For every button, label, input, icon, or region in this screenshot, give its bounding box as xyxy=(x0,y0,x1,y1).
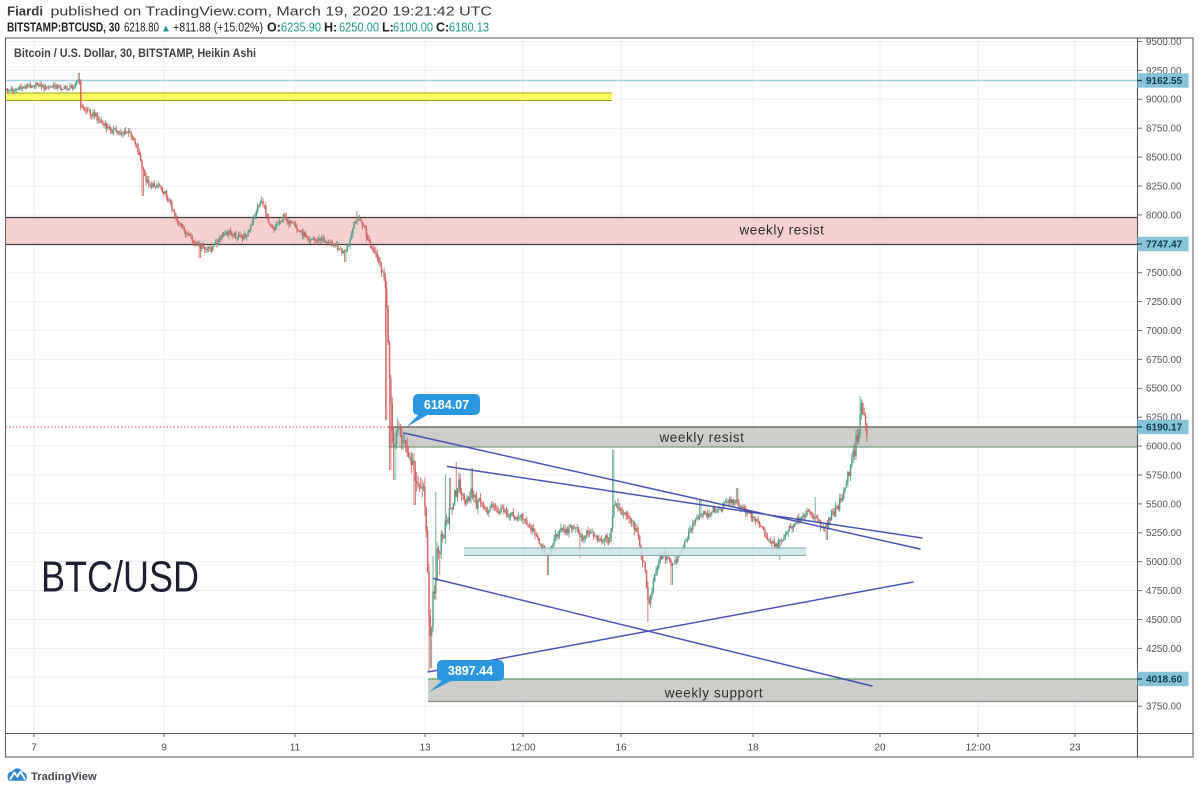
svg-text:7: 7 xyxy=(31,743,37,754)
svg-text:7250.00: 7250.00 xyxy=(1146,297,1182,308)
svg-text:8250.00: 8250.00 xyxy=(1146,181,1182,192)
svg-text:8750.00: 8750.00 xyxy=(1146,124,1182,135)
svg-text:6184.07: 6184.07 xyxy=(424,398,469,412)
svg-text:4250.00: 4250.00 xyxy=(1146,644,1182,655)
svg-text:6750.00: 6750.00 xyxy=(1146,355,1182,366)
svg-text:BTC/USD: BTC/USD xyxy=(41,553,199,602)
svg-text:TradingView: TradingView xyxy=(31,771,97,783)
svg-text:5750.00: 5750.00 xyxy=(1146,470,1182,481)
svg-text:9: 9 xyxy=(161,743,167,754)
svg-text:23: 23 xyxy=(1069,743,1081,754)
svg-text:weekly support: weekly support xyxy=(664,686,763,701)
svg-text:16: 16 xyxy=(615,743,627,754)
svg-text:8500.00: 8500.00 xyxy=(1146,153,1182,164)
svg-text:4018.60: 4018.60 xyxy=(1146,675,1183,686)
svg-text:6250.00: 6250.00 xyxy=(1146,413,1182,424)
svg-text:9000.00: 9000.00 xyxy=(1146,95,1182,106)
svg-text:13: 13 xyxy=(419,743,431,754)
svg-text:5000.00: 5000.00 xyxy=(1146,557,1182,568)
svg-text:9250.00: 9250.00 xyxy=(1146,66,1182,77)
svg-text:4750.00: 4750.00 xyxy=(1146,586,1182,597)
svg-text:12:00: 12:00 xyxy=(965,743,990,754)
svg-text:6500.00: 6500.00 xyxy=(1146,384,1182,395)
svg-text:5250.00: 5250.00 xyxy=(1146,528,1182,539)
svg-text:9500.00: 9500.00 xyxy=(1146,37,1182,48)
svg-text:3750.00: 3750.00 xyxy=(1146,702,1182,713)
svg-text:3897.44: 3897.44 xyxy=(448,664,493,678)
svg-text:Fiardi published on TradingVie: Fiardi published on TradingView.com, Mar… xyxy=(7,4,492,19)
svg-text:6190.17: 6190.17 xyxy=(1146,423,1183,434)
svg-text:18: 18 xyxy=(747,743,759,754)
svg-text:4500.00: 4500.00 xyxy=(1146,615,1182,626)
svg-text:12:00: 12:00 xyxy=(510,743,535,754)
svg-text:5500.00: 5500.00 xyxy=(1146,499,1182,510)
svg-text:20: 20 xyxy=(874,743,886,754)
svg-text:7747.47: 7747.47 xyxy=(1146,240,1183,251)
svg-text:Bitcoin / U.S. Dollar, 30, BIT: Bitcoin / U.S. Dollar, 30, BITSTAMP, Hei… xyxy=(14,48,256,60)
svg-text:7500.00: 7500.00 xyxy=(1146,268,1182,279)
svg-text:7000.00: 7000.00 xyxy=(1146,326,1182,337)
svg-text:6000.00: 6000.00 xyxy=(1146,442,1182,453)
svg-text:weekly resist: weekly resist xyxy=(658,430,744,445)
svg-text:9162.55: 9162.55 xyxy=(1146,76,1183,87)
svg-text:11: 11 xyxy=(290,743,301,754)
svg-text:8000.00: 8000.00 xyxy=(1146,210,1182,221)
svg-text:weekly resist: weekly resist xyxy=(738,223,824,238)
